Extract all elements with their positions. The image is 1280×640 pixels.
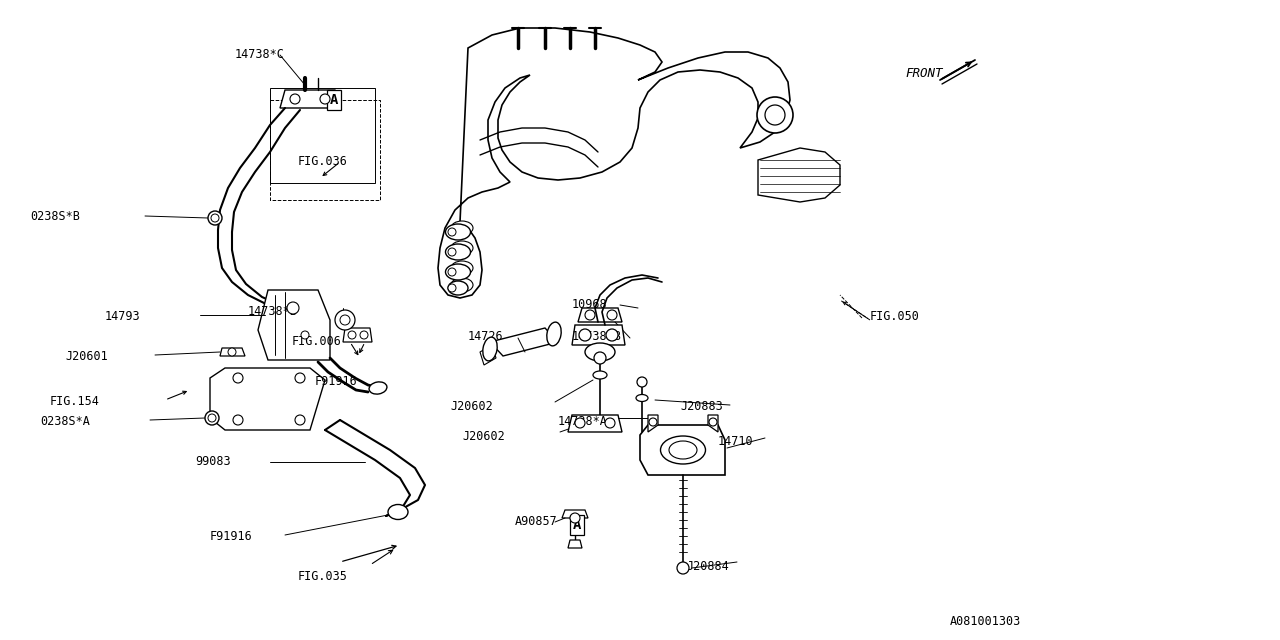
Circle shape	[448, 228, 456, 236]
Polygon shape	[572, 325, 625, 345]
Text: J20602: J20602	[451, 400, 493, 413]
Text: J20601: J20601	[65, 350, 108, 363]
Text: FRONT: FRONT	[905, 67, 942, 80]
Text: FIG.036: FIG.036	[298, 155, 348, 168]
Circle shape	[287, 302, 300, 314]
Circle shape	[649, 418, 657, 426]
Circle shape	[448, 248, 456, 256]
Text: 14726: 14726	[468, 330, 503, 343]
Text: 14738*A: 14738*A	[558, 415, 608, 428]
Circle shape	[585, 310, 595, 320]
Circle shape	[294, 415, 305, 425]
Text: FIG.154: FIG.154	[50, 395, 100, 408]
Ellipse shape	[451, 241, 474, 255]
Polygon shape	[343, 328, 372, 342]
Text: 0238S*A: 0238S*A	[40, 415, 90, 428]
Ellipse shape	[547, 322, 561, 346]
Circle shape	[348, 331, 356, 339]
Text: A: A	[573, 518, 581, 532]
Ellipse shape	[445, 264, 471, 280]
Circle shape	[320, 94, 330, 104]
Circle shape	[360, 331, 369, 339]
Circle shape	[291, 94, 300, 104]
Polygon shape	[758, 148, 840, 202]
Text: 99083: 99083	[195, 455, 230, 468]
Circle shape	[605, 329, 618, 341]
Ellipse shape	[451, 278, 474, 292]
Text: 14793: 14793	[105, 310, 141, 323]
Text: A081001303: A081001303	[950, 615, 1021, 628]
Text: 14738*C: 14738*C	[236, 48, 285, 61]
Text: F91916: F91916	[210, 530, 252, 543]
Ellipse shape	[445, 244, 471, 260]
Circle shape	[607, 310, 617, 320]
Circle shape	[207, 414, 216, 422]
Ellipse shape	[593, 371, 607, 379]
Polygon shape	[490, 328, 558, 356]
Polygon shape	[210, 368, 325, 430]
Circle shape	[233, 415, 243, 425]
Polygon shape	[220, 348, 244, 356]
Text: FIG.006: FIG.006	[292, 335, 342, 348]
Polygon shape	[438, 28, 790, 298]
Ellipse shape	[369, 382, 387, 394]
Polygon shape	[568, 540, 582, 548]
Polygon shape	[259, 290, 330, 360]
Text: 14738*B: 14738*B	[248, 305, 298, 318]
Text: J20884: J20884	[686, 560, 728, 573]
Text: A: A	[330, 93, 338, 107]
Bar	[270, 88, 375, 183]
Circle shape	[335, 310, 355, 330]
Circle shape	[233, 373, 243, 383]
Circle shape	[294, 373, 305, 383]
Polygon shape	[562, 510, 588, 518]
Ellipse shape	[448, 281, 468, 295]
Polygon shape	[480, 345, 497, 365]
Circle shape	[756, 97, 794, 133]
Polygon shape	[568, 415, 622, 432]
Circle shape	[605, 418, 614, 428]
Circle shape	[677, 562, 689, 574]
Ellipse shape	[445, 224, 471, 240]
Ellipse shape	[669, 441, 698, 459]
Circle shape	[637, 377, 646, 387]
Circle shape	[301, 331, 308, 339]
Ellipse shape	[660, 436, 705, 464]
Text: 10968: 10968	[572, 298, 608, 311]
Ellipse shape	[585, 343, 614, 361]
Circle shape	[228, 348, 236, 356]
Circle shape	[211, 214, 219, 222]
Polygon shape	[648, 415, 658, 432]
Circle shape	[579, 329, 591, 341]
Polygon shape	[640, 425, 724, 475]
Text: 14710: 14710	[718, 435, 754, 448]
Ellipse shape	[636, 394, 648, 401]
Text: A90857: A90857	[515, 515, 558, 528]
Circle shape	[765, 105, 785, 125]
Circle shape	[594, 352, 605, 364]
Circle shape	[207, 211, 221, 225]
Polygon shape	[708, 415, 718, 432]
Text: FIG.035: FIG.035	[298, 570, 348, 583]
Ellipse shape	[451, 221, 474, 235]
Text: J20602: J20602	[462, 430, 504, 443]
Ellipse shape	[388, 504, 408, 520]
Text: F91916: F91916	[315, 375, 357, 388]
Polygon shape	[579, 308, 622, 322]
Circle shape	[709, 418, 717, 426]
Text: J20883: J20883	[680, 400, 723, 413]
Text: FIG.050: FIG.050	[870, 310, 920, 323]
Text: 14738*B: 14738*B	[572, 330, 622, 343]
Circle shape	[448, 268, 456, 276]
Circle shape	[575, 418, 585, 428]
Ellipse shape	[451, 261, 474, 275]
Circle shape	[570, 513, 580, 523]
Polygon shape	[280, 90, 340, 108]
Bar	[270, 100, 380, 200]
Circle shape	[205, 411, 219, 425]
Ellipse shape	[483, 337, 497, 361]
Circle shape	[448, 284, 456, 292]
Text: 0238S*B: 0238S*B	[29, 210, 79, 223]
Circle shape	[340, 315, 349, 325]
